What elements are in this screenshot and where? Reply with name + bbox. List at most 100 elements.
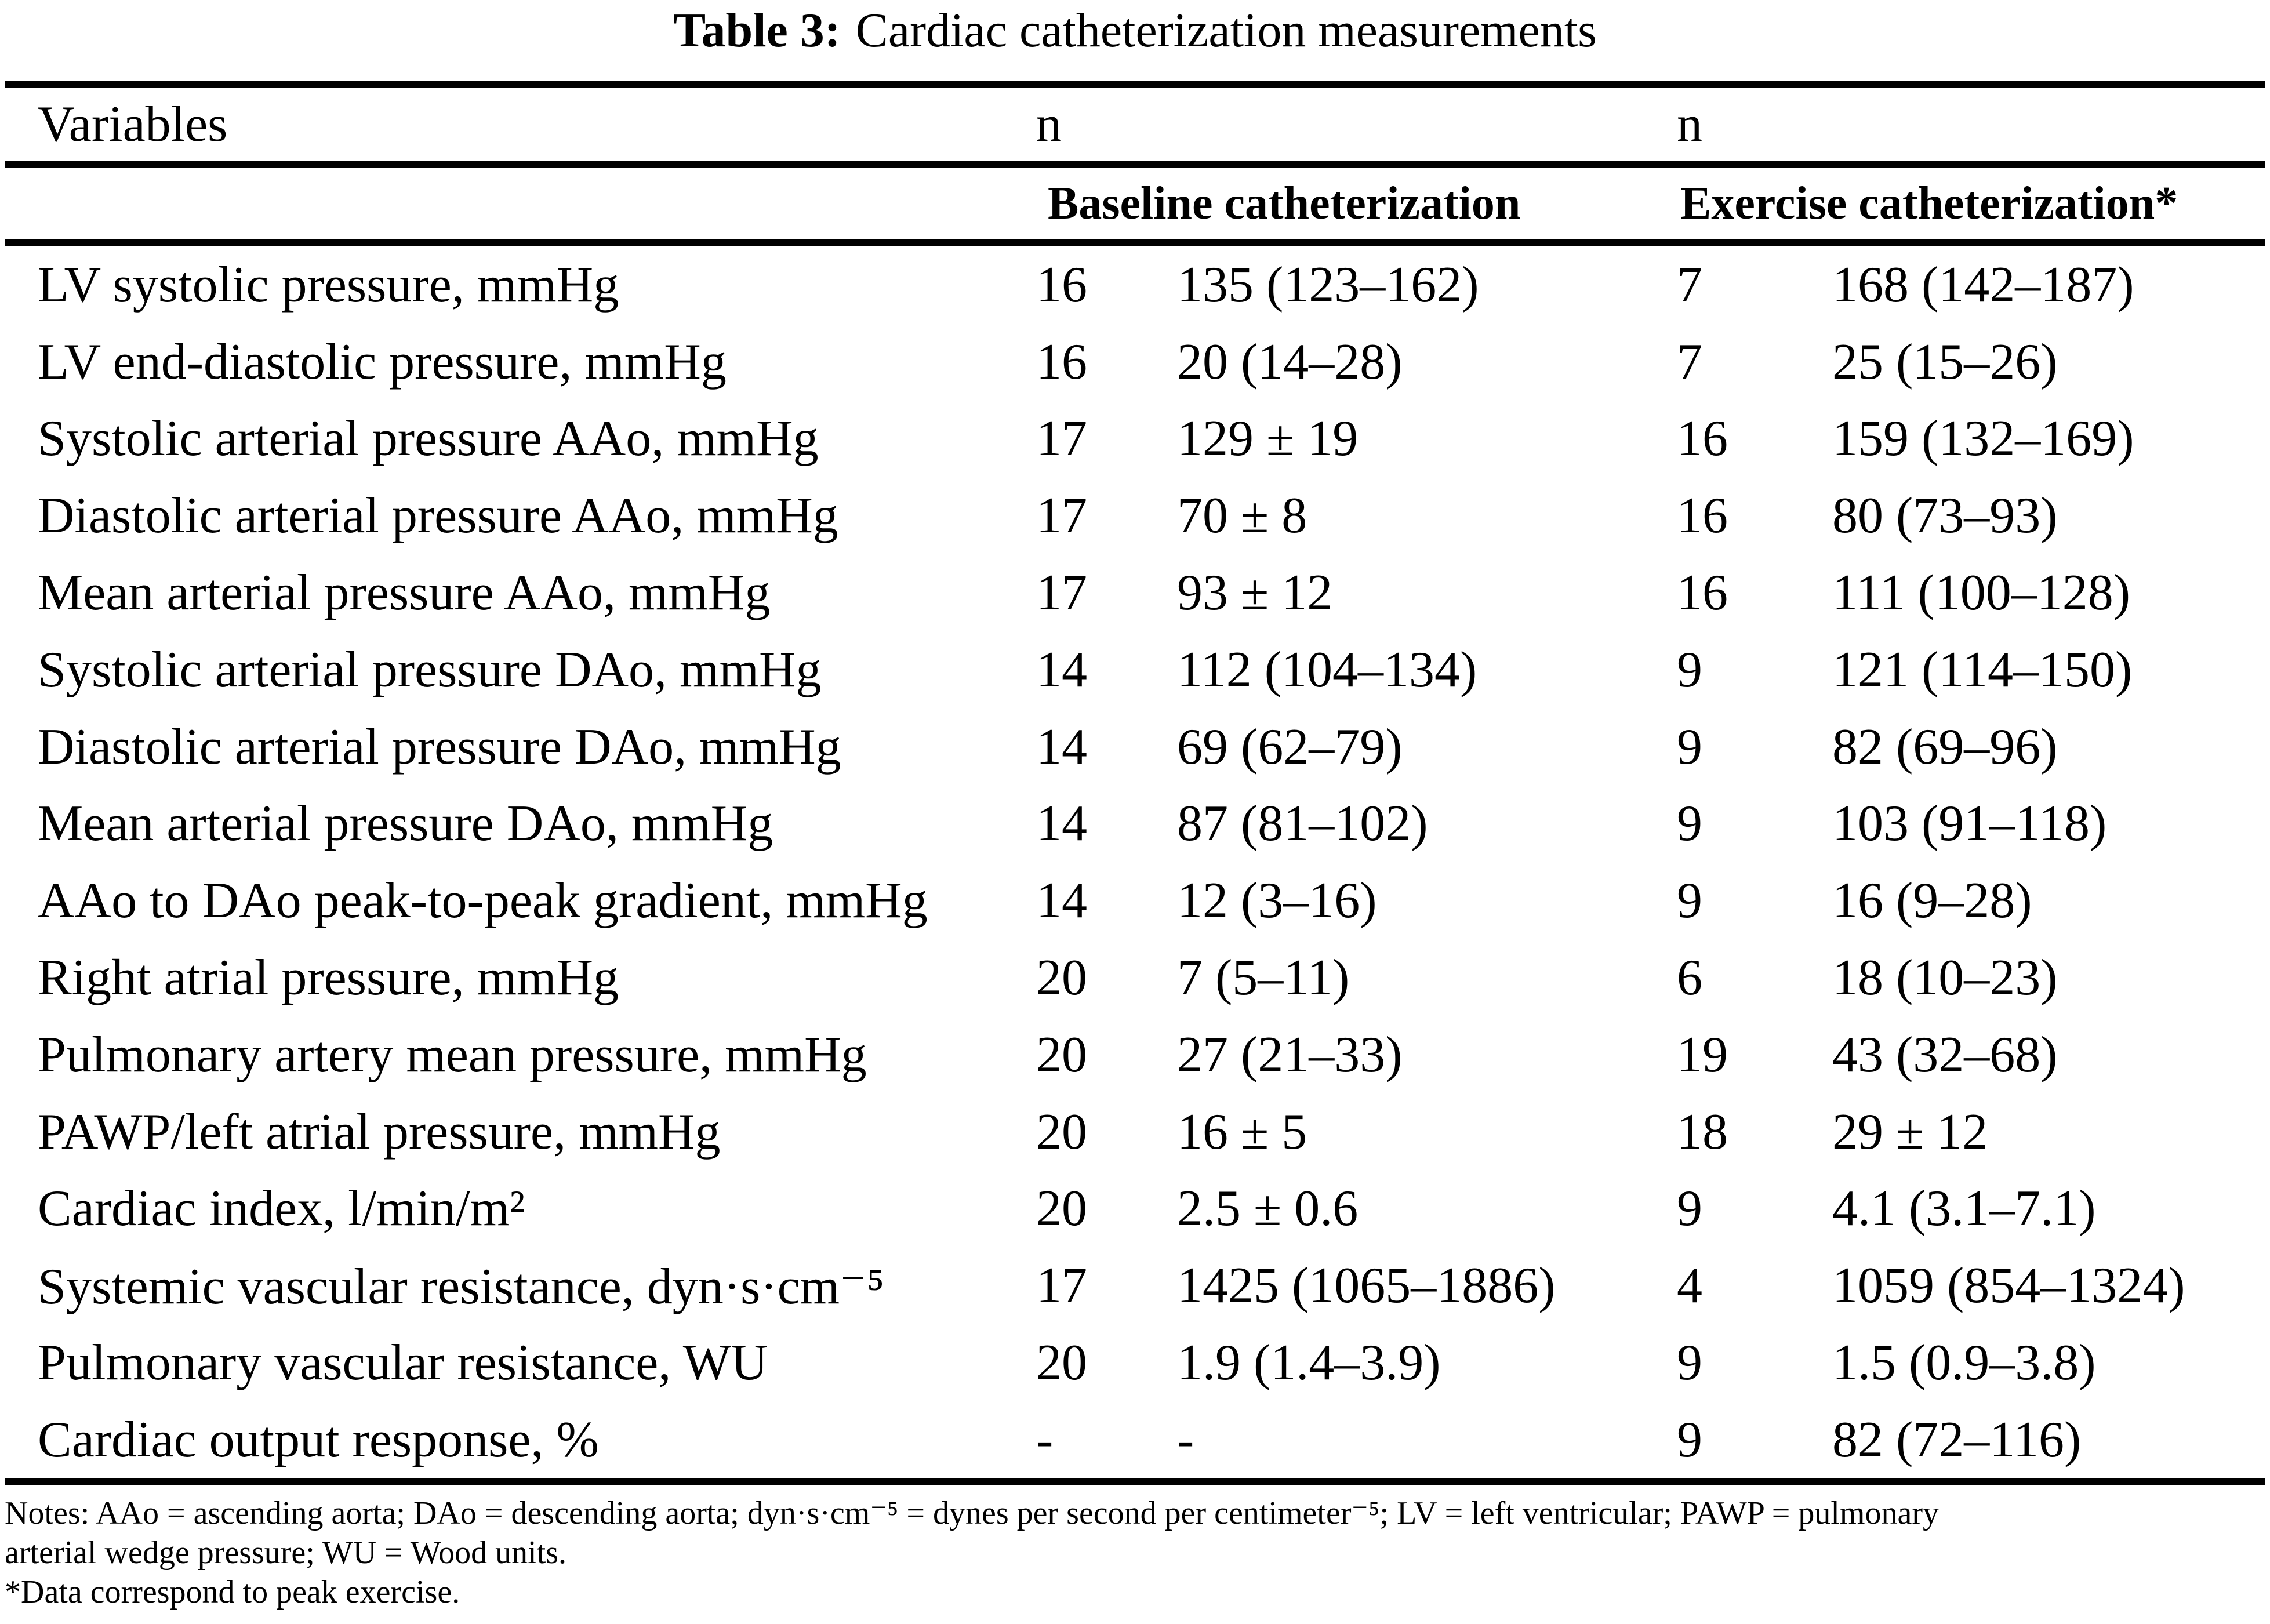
- group-header-row: Baseline catheterization Exercise cathet…: [0, 168, 2270, 239]
- table-row: Systolic arterial pressure AAo, mmHg 17 …: [0, 401, 2270, 478]
- table-row: AAo to DAo peak-to-peak gradient, mmHg 1…: [0, 862, 2270, 939]
- cell-n-baseline: 14: [1036, 873, 1087, 929]
- cell-n-baseline: 20: [1036, 1103, 1087, 1160]
- group-header-baseline: Baseline catheterization: [1048, 177, 1521, 229]
- cell-exercise-value: 111 (100–128): [1832, 565, 2131, 622]
- cell-variable: Systolic arterial pressure DAo, mmHg: [38, 641, 822, 698]
- cell-n-baseline: 20: [1036, 1335, 1087, 1392]
- cell-exercise-value: 1059 (854–1324): [1832, 1258, 2185, 1314]
- table-row: PAWP/left atrial pressure, mmHg 20 16 ± …: [0, 1093, 2270, 1171]
- cell-n-exercise: 9: [1677, 1411, 1702, 1468]
- cell-baseline-value: 69 (62–79): [1177, 718, 1403, 775]
- cell-n-exercise: 19: [1677, 1026, 1728, 1083]
- cell-exercise-value: 25 (15–26): [1832, 333, 2058, 390]
- cell-n-baseline: 16: [1036, 333, 1087, 390]
- cell-baseline-value: 16 ± 5: [1177, 1103, 1307, 1160]
- column-header-n-baseline: n: [1036, 96, 1062, 152]
- cell-variable: Mean arterial pressure AAo, mmHg: [38, 565, 771, 622]
- cell-exercise-value: 43 (32–68): [1832, 1026, 2058, 1083]
- header-rule: [5, 161, 2265, 168]
- notes-line-1: Notes: AAo = ascending aorta; DAo = desc…: [5, 1495, 1939, 1531]
- cell-variable: Pulmonary artery mean pressure, mmHg: [38, 1026, 867, 1083]
- cell-n-exercise: 9: [1677, 1180, 1702, 1237]
- group-header-spacer: [38, 168, 1036, 239]
- cell-exercise-value: 159 (132–169): [1832, 410, 2134, 467]
- notes-line-2: arterial wedge pressure; WU = Wood units…: [5, 1535, 566, 1571]
- cell-baseline-value: 2.5 ± 0.6: [1177, 1180, 1359, 1237]
- top-rule: [5, 81, 2265, 88]
- cell-n-exercise: 9: [1677, 795, 1702, 852]
- cell-baseline-value: 1.9 (1.4–3.9): [1177, 1335, 1441, 1392]
- cell-n-baseline: 14: [1036, 718, 1087, 775]
- cell-n-baseline: 14: [1036, 641, 1087, 698]
- cell-n-baseline: 17: [1036, 410, 1087, 467]
- table-row: Cardiac index, l/min/m² 20 2.5 ± 0.6 9 4…: [0, 1171, 2270, 1248]
- cell-n-baseline: 20: [1036, 1026, 1087, 1083]
- cell-baseline-value: 12 (3–16): [1177, 873, 1377, 929]
- cell-baseline-value: 7 (5–11): [1177, 950, 1350, 1007]
- cell-n-baseline: 17: [1036, 565, 1087, 622]
- table-notes: Notes: AAo = ascending aorta; DAo = desc…: [5, 1494, 2265, 1612]
- cell-n-exercise: 7: [1677, 256, 1702, 313]
- cell-n-baseline: 20: [1036, 1180, 1087, 1237]
- cell-n-baseline: 20: [1036, 950, 1087, 1007]
- cell-exercise-value: 168 (142–187): [1832, 256, 2134, 313]
- table-row: LV systolic pressure, mmHg 16 135 (123–1…: [0, 246, 2270, 324]
- table-row: Diastolic arterial pressure DAo, mmHg 14…: [0, 709, 2270, 786]
- cell-exercise-value: 82 (72–116): [1832, 1411, 2082, 1468]
- cell-baseline-value: 93 ± 12: [1177, 565, 1333, 622]
- cell-exercise-value: 80 (73–93): [1832, 488, 2058, 544]
- cell-n-exercise: 18: [1677, 1103, 1728, 1160]
- cell-n-baseline: 17: [1036, 488, 1087, 544]
- cell-baseline-value: 20 (14–28): [1177, 333, 1403, 390]
- cell-baseline-value: -: [1177, 1411, 1194, 1468]
- table-row: LV end-diastolic pressure, mmHg 16 20 (1…: [0, 324, 2270, 401]
- table-title: Table 3: Cardiac catheterization measurem…: [0, 2, 2270, 59]
- cell-exercise-value: 16 (9–28): [1832, 873, 2032, 929]
- column-header-row: Variables n n: [0, 88, 2270, 161]
- column-header-n-exercise: n: [1677, 96, 1702, 152]
- table-row: Right atrial pressure, mmHg 20 7 (5–11) …: [0, 939, 2270, 1016]
- cell-baseline-value: 1425 (1065–1886): [1177, 1258, 1556, 1314]
- cell-variable: Systemic vascular resistance, dyn·s·cm⁻⁵: [38, 1258, 885, 1315]
- cell-variable: Diastolic arterial pressure AAo, mmHg: [38, 488, 838, 544]
- cell-n-exercise: 9: [1677, 641, 1702, 698]
- cell-n-exercise: 9: [1677, 1335, 1702, 1392]
- cell-exercise-value: 18 (10–23): [1832, 950, 2058, 1007]
- table-row: Mean arterial pressure AAo, mmHg 17 93 ±…: [0, 554, 2270, 631]
- cell-n-baseline: 17: [1036, 1258, 1087, 1314]
- cell-variable: AAo to DAo peak-to-peak gradient, mmHg: [38, 873, 928, 929]
- table-row: Cardiac output response, % - - 9 82 (72–…: [0, 1401, 2270, 1478]
- table-row: Systemic vascular resistance, dyn·s·cm⁻⁵…: [0, 1247, 2270, 1324]
- cell-n-baseline: 14: [1036, 795, 1087, 852]
- cell-n-baseline: -: [1036, 1411, 1054, 1468]
- cell-variable: LV end-diastolic pressure, mmHg: [38, 333, 727, 390]
- column-header-exercise-spacer: [1832, 88, 2270, 161]
- cell-variable: LV systolic pressure, mmHg: [38, 256, 619, 313]
- table-row: Pulmonary vascular resistance, WU 20 1.9…: [0, 1324, 2270, 1401]
- cell-baseline-value: 112 (104–134): [1177, 641, 1477, 698]
- cell-n-baseline: 16: [1036, 256, 1087, 313]
- cell-variable: PAWP/left atrial pressure, mmHg: [38, 1103, 721, 1160]
- cell-variable: Mean arterial pressure DAo, mmHg: [38, 795, 773, 852]
- cell-baseline-value: 70 ± 8: [1177, 488, 1307, 544]
- cell-variable: Right atrial pressure, mmHg: [38, 950, 619, 1007]
- bottom-rule: [5, 1478, 2265, 1485]
- cell-n-exercise: 4: [1677, 1258, 1702, 1314]
- cell-exercise-value: 4.1 (3.1–7.1): [1832, 1180, 2096, 1237]
- column-header-variables: Variables: [38, 96, 228, 152]
- cell-exercise-value: 121 (114–150): [1832, 641, 2133, 698]
- cell-variable: Diastolic arterial pressure DAo, mmHg: [38, 718, 841, 775]
- cell-variable: Cardiac index, l/min/m²: [38, 1180, 525, 1237]
- cell-n-exercise: 16: [1677, 410, 1728, 467]
- cell-baseline-value: 135 (123–162): [1177, 256, 1479, 313]
- cell-variable: Cardiac output response, %: [38, 1411, 599, 1468]
- table-row: Diastolic arterial pressure AAo, mmHg 17…: [0, 477, 2270, 554]
- cell-n-exercise: 7: [1677, 333, 1702, 390]
- column-header-baseline-spacer: [1177, 88, 1677, 161]
- cell-baseline-value: 87 (81–102): [1177, 795, 1428, 852]
- group-header-exercise: Exercise catheterization*: [1680, 177, 2178, 229]
- table-title-text: Cardiac catheterization measurements: [855, 3, 1597, 57]
- cell-n-exercise: 9: [1677, 718, 1702, 775]
